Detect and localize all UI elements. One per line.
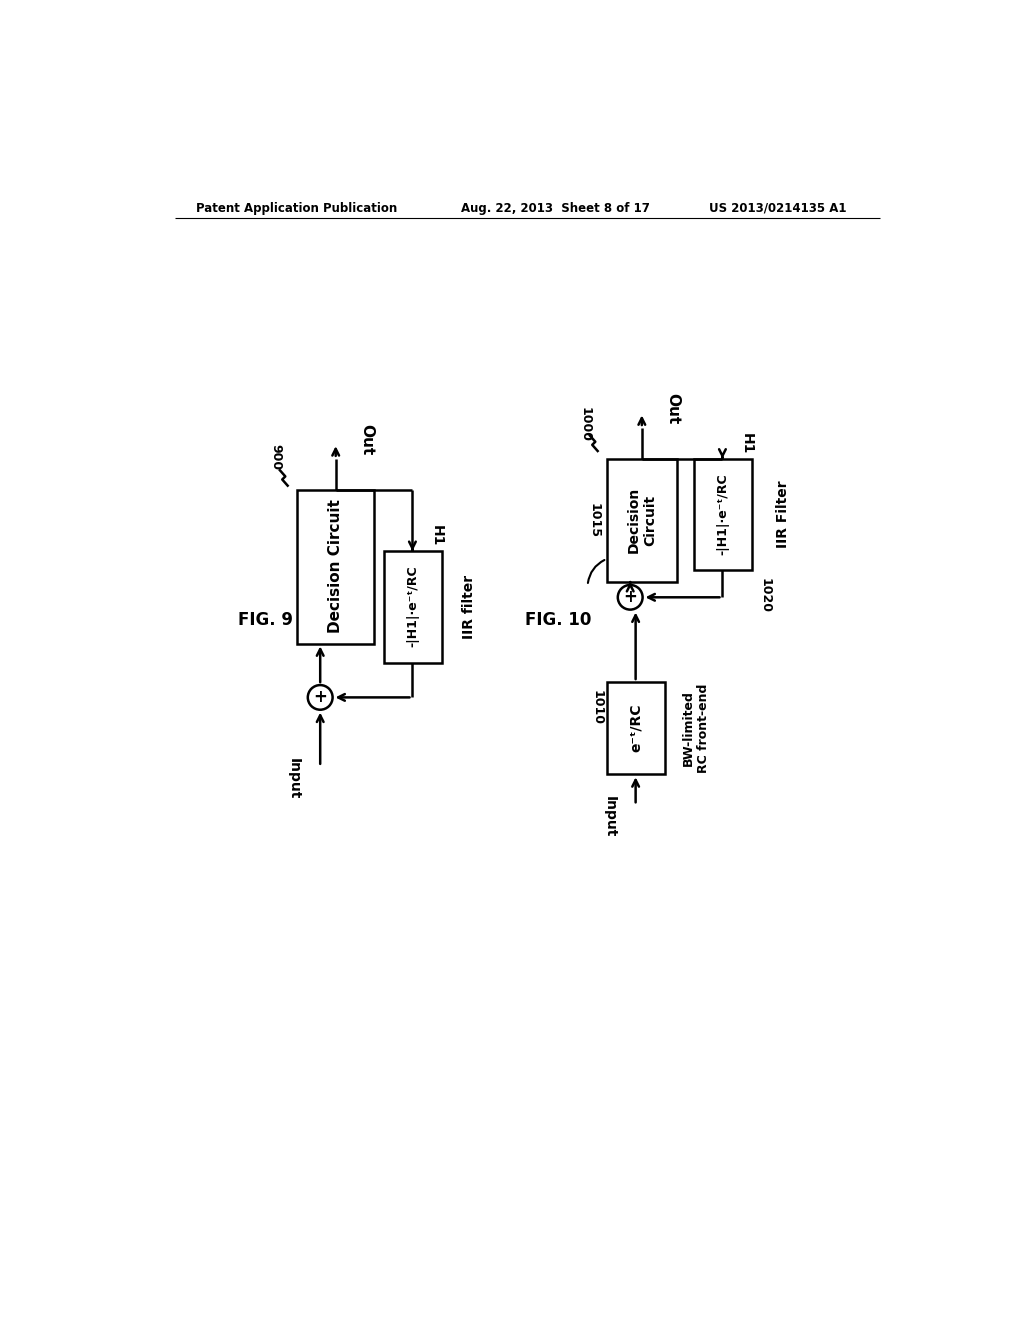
Text: 1015: 1015: [588, 503, 601, 537]
Text: BW-limited
RC front-end: BW-limited RC front-end: [682, 684, 710, 774]
Bar: [297, 490, 375, 644]
Text: Out: Out: [665, 393, 680, 424]
Text: 900: 900: [269, 444, 282, 470]
Text: IIR filter: IIR filter: [462, 574, 476, 639]
Text: H1: H1: [739, 433, 754, 454]
Text: FIG. 10: FIG. 10: [524, 611, 591, 630]
Bar: [693, 459, 752, 570]
Circle shape: [308, 685, 333, 710]
Text: IIR Filter: IIR Filter: [776, 480, 790, 548]
Text: 1000: 1000: [579, 407, 592, 442]
Bar: [384, 552, 442, 663]
Text: Out: Out: [359, 424, 374, 455]
Text: 1020: 1020: [758, 578, 771, 612]
Text: FIG. 9: FIG. 9: [238, 611, 293, 630]
Text: Aug. 22, 2013  Sheet 8 of 17: Aug. 22, 2013 Sheet 8 of 17: [461, 202, 650, 215]
Text: e⁻ᵗ/RC: e⁻ᵗ/RC: [629, 704, 643, 752]
Text: Input: Input: [287, 758, 301, 799]
Text: H1: H1: [429, 525, 443, 546]
Bar: [607, 682, 665, 775]
Circle shape: [617, 585, 643, 610]
Text: +: +: [624, 589, 637, 606]
Text: US 2013/0214135 A1: US 2013/0214135 A1: [710, 202, 847, 215]
Text: -|H1|·e⁻ᵗ/RC: -|H1|·e⁻ᵗ/RC: [716, 474, 729, 554]
Text: Patent Application Publication: Patent Application Publication: [197, 202, 397, 215]
Text: Decision
Circuit: Decision Circuit: [627, 487, 657, 553]
Text: +: +: [313, 689, 327, 706]
Text: -|H1|·e⁻ᵗ/RC: -|H1|·e⁻ᵗ/RC: [406, 566, 419, 647]
Text: 1010: 1010: [590, 689, 603, 725]
Text: Decision Circuit: Decision Circuit: [329, 499, 343, 634]
Text: Input: Input: [602, 796, 616, 837]
Bar: [607, 459, 677, 582]
